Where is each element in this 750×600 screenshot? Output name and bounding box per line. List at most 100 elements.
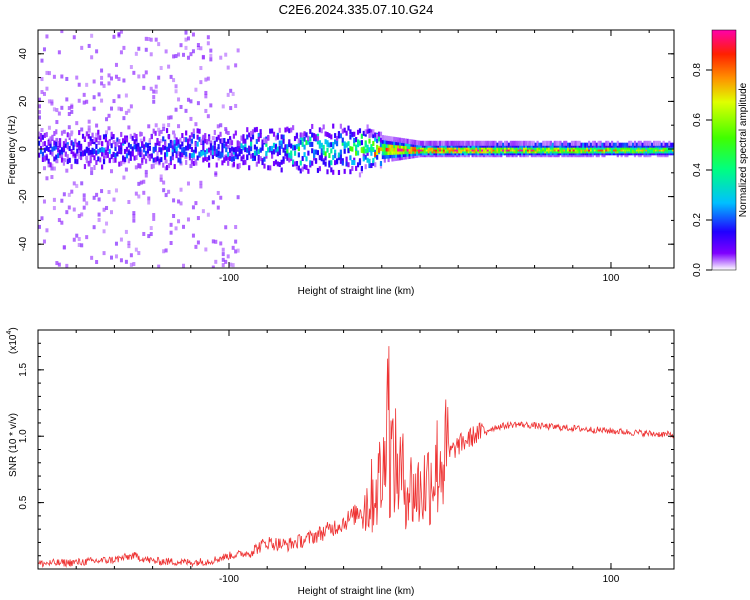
heatmap-speckle [214,239,218,244]
heatmap-speckle [134,247,138,252]
heatmap-cell [141,141,144,147]
heatmap-cell [175,137,178,143]
heatmap-cell [194,159,197,165]
heatmap-speckle [234,249,238,254]
heatmap-cell [225,128,228,134]
heatmap-speckle [134,191,138,196]
heatmap-cell [660,142,663,148]
heatmap-cell [66,154,69,160]
heatmap-cell [601,142,604,148]
heatmap-speckle [162,249,166,254]
heatmap-cell [129,133,132,139]
heatmap-cell [383,157,386,163]
heatmap-cell [118,161,121,167]
heatmap-speckle [100,189,104,194]
heatmap-speckle [184,154,188,159]
heatmap-cell [406,141,409,147]
heatmap-cell [335,158,339,164]
heatmap-speckle [40,90,44,95]
heatmap-speckle [87,43,91,48]
heatmap-cell [293,136,297,142]
heatmap-speckle [177,219,181,224]
heatmap-speckle [196,45,200,50]
heatmap-cell [129,155,132,161]
spectrogram-ticks: -100 100 -40 -20 0 20 40 [18,29,674,284]
heatmap-cell [349,169,352,175]
heatmap-cell [91,152,94,158]
heatmap-cell [251,129,255,135]
heatmap-cell [377,147,381,153]
heatmap-cell [610,140,614,146]
heatmap-speckle [52,166,56,171]
heatmap-cell [515,140,518,146]
heatmap-cell [57,153,60,159]
heatmap-cell [101,147,104,153]
heatmap-cell [366,124,369,130]
heatmap-speckle [144,70,148,75]
heatmap-cell [624,142,627,148]
heatmap-cell [127,158,130,164]
heatmap-speckle [147,196,151,201]
heatmap-cell [171,155,174,161]
colorbar-tick-label: 0.8 [692,63,703,77]
heatmap-cell [244,138,247,144]
heatmap-speckle [52,74,56,79]
heatmap-cell [156,137,159,143]
heatmap-cell [320,142,323,148]
colorbar-tick-label: 0.2 [692,213,703,227]
heatmap-cell [118,139,121,145]
heatmap-cell [47,158,50,164]
heatmap-cell [341,140,344,146]
heatmap-cell [269,165,272,171]
heatmap-cell [146,152,150,158]
heatmap-cell [162,162,165,168]
heatmap-cell [406,138,409,144]
heatmap-cell [97,149,100,155]
heatmap-cell [395,137,398,143]
heatmap-cell [418,140,421,146]
heatmap-cell [374,151,377,157]
heatmap-cell [101,164,104,170]
heatmap-cell [267,147,270,153]
heatmap-cell [316,136,320,142]
heatmap-cell [383,146,386,152]
heatmap-cell [364,148,367,154]
heatmap-cell [269,146,272,152]
x-tick-label: -100 [219,273,239,284]
heatmap-speckle [114,254,118,259]
heatmap-cell [41,157,45,163]
heatmap-cell [297,152,300,158]
heatmap-cell [656,140,660,146]
heatmap-cell [395,149,398,155]
heatmap-cell [582,142,585,148]
heatmap-cell [175,153,178,159]
heatmap-speckle [80,45,84,50]
heatmap-cell [95,160,98,166]
heatmap-cell [236,154,239,160]
heatmap-cell [381,142,384,148]
heatmap-cell [383,150,386,156]
heatmap-speckle [50,163,54,168]
heatmap-cell [349,146,352,152]
heatmap-cell [261,139,264,145]
heatmap-speckle [209,140,213,145]
heatmap-speckle [144,47,148,52]
heatmap-cell [672,142,674,148]
heatmap-cell [110,131,113,137]
heatmap-cell [93,155,96,161]
heatmap-cell [95,150,98,156]
heatmap-cell [292,144,295,150]
heatmap-speckle [179,187,183,192]
heatmap-speckle [174,54,178,59]
heatmap-cell [104,149,108,155]
heatmap-speckle [164,193,168,198]
heatmap-cell [143,144,146,150]
heatmap-cell [326,141,329,147]
heatmap-cell [108,140,111,146]
heatmap-speckle [221,252,225,257]
heatmap-cell [257,136,260,142]
heatmap-cell [248,150,251,156]
snr-ylabel: SNR (10 * v/v) [8,413,19,477]
heatmap-cell [595,142,598,148]
heatmap-speckle [177,97,181,102]
